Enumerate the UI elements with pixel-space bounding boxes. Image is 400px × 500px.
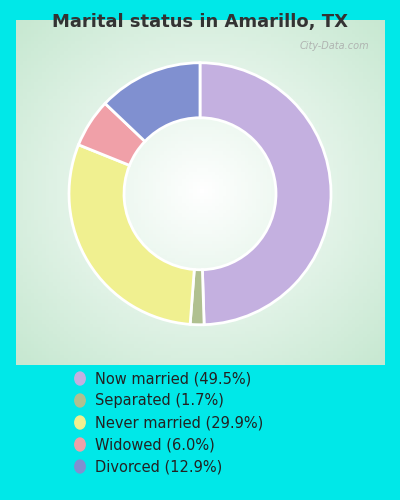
Wedge shape xyxy=(69,145,194,324)
Text: Divorced (12.9%): Divorced (12.9%) xyxy=(95,459,222,474)
Text: Now married (49.5%): Now married (49.5%) xyxy=(95,371,252,386)
Wedge shape xyxy=(190,270,204,325)
Text: Never married (29.9%): Never married (29.9%) xyxy=(95,415,264,430)
Wedge shape xyxy=(200,62,331,324)
Wedge shape xyxy=(78,104,145,166)
Text: Widowed (6.0%): Widowed (6.0%) xyxy=(95,437,215,452)
Text: Marital status in Amarillo, TX: Marital status in Amarillo, TX xyxy=(52,12,348,30)
Text: Separated (1.7%): Separated (1.7%) xyxy=(95,393,224,408)
Wedge shape xyxy=(105,62,200,142)
Text: City-Data.com: City-Data.com xyxy=(300,40,369,50)
